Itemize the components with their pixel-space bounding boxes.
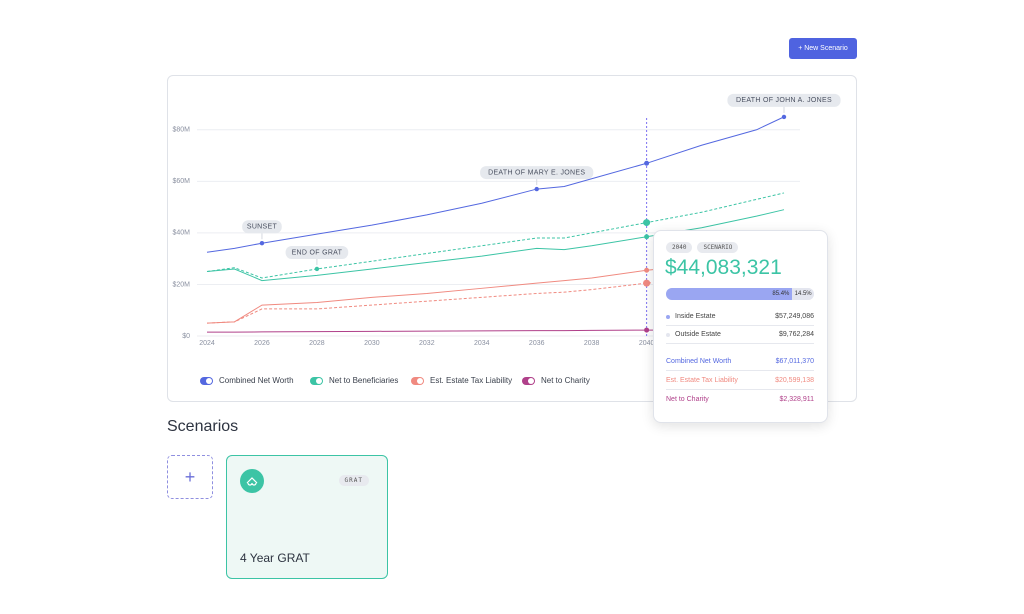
event-label-bg <box>285 245 349 259</box>
event-dot <box>781 114 787 120</box>
cursor-dot <box>644 327 650 333</box>
cursor-dot <box>643 219 651 227</box>
cursor-dot <box>644 267 650 273</box>
x-tick-label: 2028 <box>309 340 325 347</box>
legend-item[interactable]: Combined Net Worth <box>200 376 294 385</box>
legend-toggle <box>200 376 213 385</box>
x-tick-label: 2026 <box>254 340 270 347</box>
estate-label: Outside Estate <box>666 331 721 338</box>
chart: $0 $20M $40M $60M $80M 2024 2026 2028 2030 2032 20… <box>172 93 841 347</box>
event-dot <box>259 241 265 246</box>
legend-label: Net to Charity <box>541 376 590 385</box>
total-row: Est. Estate Tax Liability $20,599,138 <box>666 377 814 390</box>
estate-row: Outside Estate $9,762,284 <box>666 331 814 344</box>
event-label-bg <box>480 166 594 180</box>
y-tick-label: $80M <box>172 127 190 134</box>
event-label: END OF GRAT <box>292 249 343 256</box>
scenario-tag: SCENARIO <box>697 242 739 253</box>
series-line <box>206 116 785 253</box>
event-label: SUNSET <box>247 224 278 231</box>
event-label: DEATH OF MARY E. JONES <box>488 169 585 176</box>
y-tick-label: $0 <box>182 333 190 340</box>
x-tick-label: 2030 <box>364 340 380 347</box>
legend-label: Net to Beneficiaries <box>329 376 399 385</box>
x-tick-label: 2038 <box>584 340 600 347</box>
tooltip: 2040 SCENARIO $44,083,321 85.4% 14.5% Ins… <box>653 230 828 423</box>
legend-item[interactable]: Net to Charity <box>522 376 590 385</box>
total-label: Net to Charity <box>666 396 709 403</box>
split-label: 14.5% <box>794 291 812 297</box>
card-icon <box>240 469 264 493</box>
estate-text: Inside Estate <box>675 313 716 320</box>
split-segment: 85.4% <box>666 288 793 300</box>
series-line <box>206 209 785 282</box>
total-value: $20,599,138 <box>775 377 814 384</box>
event-dot <box>534 186 539 192</box>
x-tick-label: 2036 <box>529 340 545 347</box>
estate-label: Inside Estate <box>666 313 715 320</box>
x-tick-label: 2040 <box>639 340 655 347</box>
legend-item[interactable]: Net to Beneficiaries <box>310 376 398 385</box>
chart-panel <box>167 75 857 402</box>
x-tick-label: 2024 <box>199 340 215 347</box>
legend-label: Est. Estate Tax Liability <box>430 376 513 385</box>
section-title: Scenarios <box>167 418 239 435</box>
year-tag: 2040 <box>666 242 693 253</box>
legend-label: Combined Net Worth <box>219 376 294 385</box>
cursor-dot <box>644 160 650 166</box>
total-row: Combined Net Worth $67,011,370 <box>666 358 814 371</box>
estate-text: Outside Estate <box>675 331 721 338</box>
split-label: 85.4% <box>772 291 790 297</box>
x-tick-label: 2032 <box>419 340 435 347</box>
scenario-line <box>206 272 785 324</box>
total-row: Net to Charity $2,328,911 <box>666 396 814 408</box>
y-tick-label: $20M <box>172 281 190 288</box>
total-value: $2,328,911 <box>779 396 814 403</box>
total-value: $67,011,370 <box>775 358 814 365</box>
event-label-bg <box>727 93 841 107</box>
tooltip-amount: $44,083,321 <box>665 256 782 279</box>
scenario-line <box>206 192 785 279</box>
y-tick-label: $40M <box>172 230 190 237</box>
event-dot <box>314 266 320 272</box>
legend-item[interactable]: Est. Estate Tax Liability <box>411 376 512 385</box>
x-tick-label: 2034 <box>474 340 490 347</box>
add-scenario[interactable]: + <box>167 455 213 499</box>
card-tag: GRAT <box>338 475 369 486</box>
split-bar: 85.4% 14.5% <box>666 288 814 300</box>
y-tick-label: $60M <box>172 178 190 185</box>
cursor-dot <box>643 279 651 287</box>
estate-row: Inside Estate $57,249,086 <box>666 313 814 326</box>
new-scenario-button[interactable]: + New Scenario <box>789 38 857 59</box>
card-name: 4 Year GRAT <box>240 551 310 565</box>
estate-value: $9,762,284 <box>778 331 814 338</box>
split-segment: 14.5% <box>792 288 814 300</box>
tooltip-tags: 2040 SCENARIO <box>666 242 739 253</box>
legend-toggle <box>411 376 424 385</box>
legend-toggle <box>522 376 535 385</box>
scenario-card[interactable]: GRAT 4 Year GRAT <box>226 455 388 579</box>
total-label: Est. Estate Tax Liability <box>666 377 738 384</box>
estate-dot <box>666 314 670 319</box>
icon <box>246 477 258 486</box>
event-label-bg <box>242 220 282 234</box>
estate-dot <box>666 332 670 337</box>
estate-value: $57,249,086 <box>775 313 814 320</box>
legend-toggle <box>310 376 323 385</box>
total-label: Combined Net Worth <box>666 358 732 365</box>
event-label: DEATH OF JOHN A. JONES <box>736 97 832 104</box>
cursor-dot <box>644 234 650 240</box>
